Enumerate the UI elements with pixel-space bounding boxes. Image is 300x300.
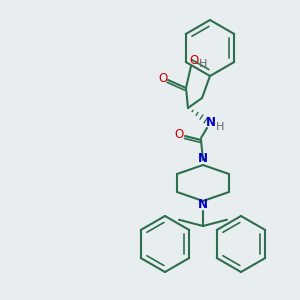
Text: N: N	[198, 152, 208, 166]
Text: H: H	[216, 122, 224, 132]
Text: O: O	[189, 55, 199, 68]
Text: N: N	[198, 199, 208, 212]
Text: O: O	[158, 73, 168, 85]
Text: O: O	[174, 128, 184, 140]
Text: N: N	[206, 116, 216, 130]
Text: H: H	[199, 59, 207, 69]
